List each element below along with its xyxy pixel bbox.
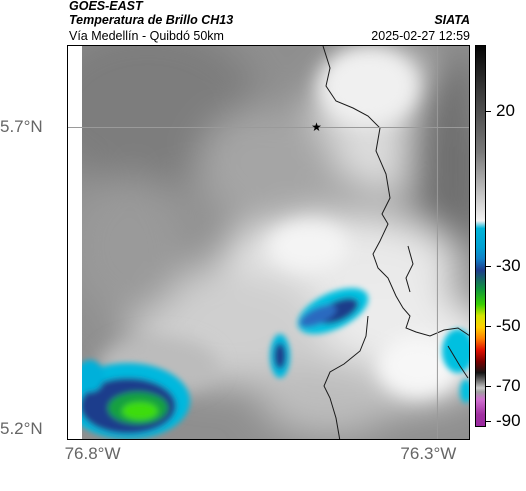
colorbar-label: -90: [496, 411, 521, 430]
colorbar-label: -70: [496, 376, 521, 395]
colorbar-tick: [486, 421, 491, 422]
river-line: [323, 315, 369, 439]
lon-tick-label: 76.3°W: [400, 444, 457, 463]
timestamp-label: 2025-02-27 12:59: [371, 29, 470, 43]
bottom-margin: [68, 439, 470, 440]
colorbar-tick: [486, 326, 491, 327]
colorbar-tick: [486, 111, 491, 112]
colorbar-label: -30: [496, 256, 521, 275]
satellite-map[interactable]: ★: [67, 45, 470, 440]
border-line: [322, 46, 469, 337]
border-line-east: [405, 245, 414, 293]
map-canvas: ★: [68, 46, 470, 440]
location-marker: ★: [311, 120, 322, 134]
route-subtitle: Vía Medellín - Quibdó 50km: [69, 29, 224, 43]
lat-tick-label: 5.7°N: [0, 116, 43, 136]
cold-cloud-cells: [68, 288, 469, 439]
colorbar-label: 20: [496, 101, 515, 120]
satellite-name: GOES-EAST: [69, 0, 143, 13]
product-title: Temperatura de Brillo CH13: [69, 13, 234, 27]
colorbar-tick: [486, 266, 491, 267]
border-line-se: [447, 345, 469, 379]
left-margin: [68, 46, 82, 439]
lat-tick-label: 5.2°N: [0, 419, 43, 438]
colorbar-tick: [486, 386, 491, 387]
colorbar-label: -50: [496, 316, 521, 335]
lon-tick-label: 76.8°W: [64, 444, 121, 463]
colorbar: [475, 45, 486, 427]
brand-label: SIATA: [434, 13, 470, 27]
